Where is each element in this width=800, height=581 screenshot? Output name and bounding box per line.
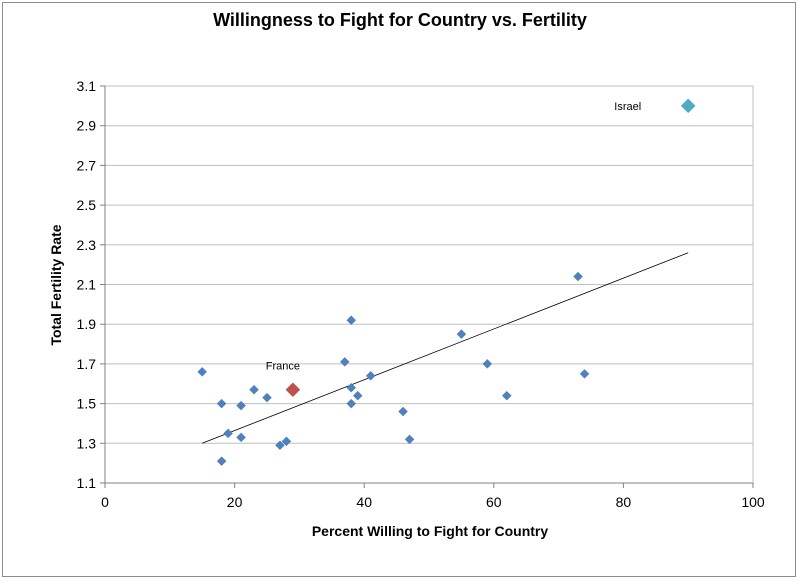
data-point (281, 436, 292, 447)
x-tick-label: 100 (741, 494, 765, 510)
data-point (346, 382, 357, 393)
y-tick-label: 1.9 (77, 316, 97, 332)
x-tick-label: 20 (227, 494, 243, 510)
gridlines (105, 85, 753, 444)
israel-label: Israel (614, 101, 641, 113)
trendline-line (202, 252, 689, 444)
data-point (262, 392, 272, 403)
y-tick-labels: 1.1 1.3 1.5 1.7 1.9 2.1 2.3 2.5 2.7 2.9 3.1 (77, 78, 97, 491)
data-point (482, 359, 493, 369)
y-tick-label: 2.3 (77, 237, 97, 253)
data-point (365, 370, 376, 381)
trendline (202, 252, 689, 444)
y-tick-label: 3.1 (77, 78, 97, 94)
y-tick-label: 2.7 (77, 157, 97, 173)
y-tick-label: 2.9 (77, 118, 97, 134)
x-tick-label: 60 (486, 494, 502, 510)
x-tick-label: 80 (616, 494, 632, 510)
data-point (216, 456, 227, 467)
data-point (404, 434, 415, 445)
x-tick-labels: 0 20 40 60 80 100 (101, 494, 765, 510)
y-tick-label: 2.5 (77, 197, 97, 213)
data-point (197, 366, 208, 377)
data-point (398, 406, 408, 417)
y-axis-title: Total Fertility Rate (48, 224, 64, 345)
data-point (573, 271, 583, 282)
x-axis-title: Percent Willing to Fight for Country (312, 523, 549, 539)
data-point (456, 329, 467, 339)
data-point (579, 368, 590, 379)
y-tick-label: 1.1 (77, 475, 97, 491)
highlighted-points: France Israel (266, 98, 696, 398)
data-points (197, 271, 590, 467)
data-point (339, 357, 350, 367)
data-point (236, 432, 246, 443)
y-tick-label: 1.7 (77, 356, 97, 372)
data-point (216, 398, 227, 409)
x-tick-label: 40 (356, 494, 372, 510)
y-tick-label: 1.5 (77, 396, 97, 412)
france-label: France (266, 361, 300, 373)
data-point (236, 400, 246, 411)
chart-title: Willingness to Fight for Country vs. Fer… (213, 10, 587, 30)
y-tick-label: 1.3 (77, 435, 97, 451)
data-point (352, 390, 363, 401)
data-point (275, 440, 285, 451)
data-point (501, 390, 512, 401)
x-tick-label: 0 (101, 494, 109, 510)
data-point (346, 315, 357, 326)
france-point (285, 382, 301, 398)
data-point (346, 398, 357, 409)
data-point (223, 428, 233, 439)
data-point (249, 384, 259, 395)
y-tick-label: 2.1 (77, 277, 97, 293)
axes (100, 85, 754, 488)
israel-point (680, 98, 696, 114)
